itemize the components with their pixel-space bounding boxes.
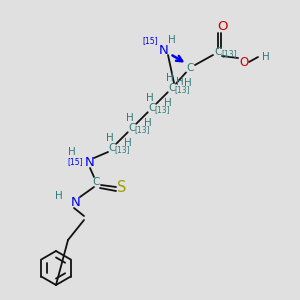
Text: H: H — [144, 118, 152, 128]
Text: C: C — [168, 83, 176, 93]
Text: S: S — [117, 181, 127, 196]
Text: H: H — [164, 98, 172, 108]
Text: H: H — [126, 113, 134, 123]
Text: [13]: [13] — [154, 106, 170, 115]
Text: N: N — [85, 155, 95, 169]
Text: [13]: [13] — [134, 125, 150, 134]
Text: O: O — [239, 56, 249, 68]
Text: [13]: [13] — [114, 146, 130, 154]
Text: N: N — [159, 44, 169, 56]
Text: H: H — [168, 35, 176, 45]
Text: H: H — [106, 133, 114, 143]
Text: O: O — [217, 20, 227, 34]
Text: [15]: [15] — [142, 37, 158, 46]
Text: C: C — [108, 143, 116, 153]
Text: C: C — [128, 123, 136, 133]
Text: C: C — [92, 177, 100, 187]
Text: C: C — [214, 47, 222, 57]
Text: H: H — [55, 191, 63, 201]
Text: [13]: [13] — [174, 85, 190, 94]
Text: H: H — [68, 147, 76, 157]
Text: H: H — [176, 77, 184, 87]
Text: C: C — [148, 103, 156, 113]
Text: H: H — [146, 93, 154, 103]
Text: C: C — [186, 63, 194, 73]
Text: H: H — [262, 52, 270, 62]
Text: H: H — [166, 73, 174, 83]
Text: H: H — [184, 78, 192, 88]
Text: H: H — [124, 138, 132, 148]
Text: [15]: [15] — [67, 158, 83, 166]
Text: N: N — [71, 196, 81, 208]
Text: [13]: [13] — [221, 50, 237, 58]
